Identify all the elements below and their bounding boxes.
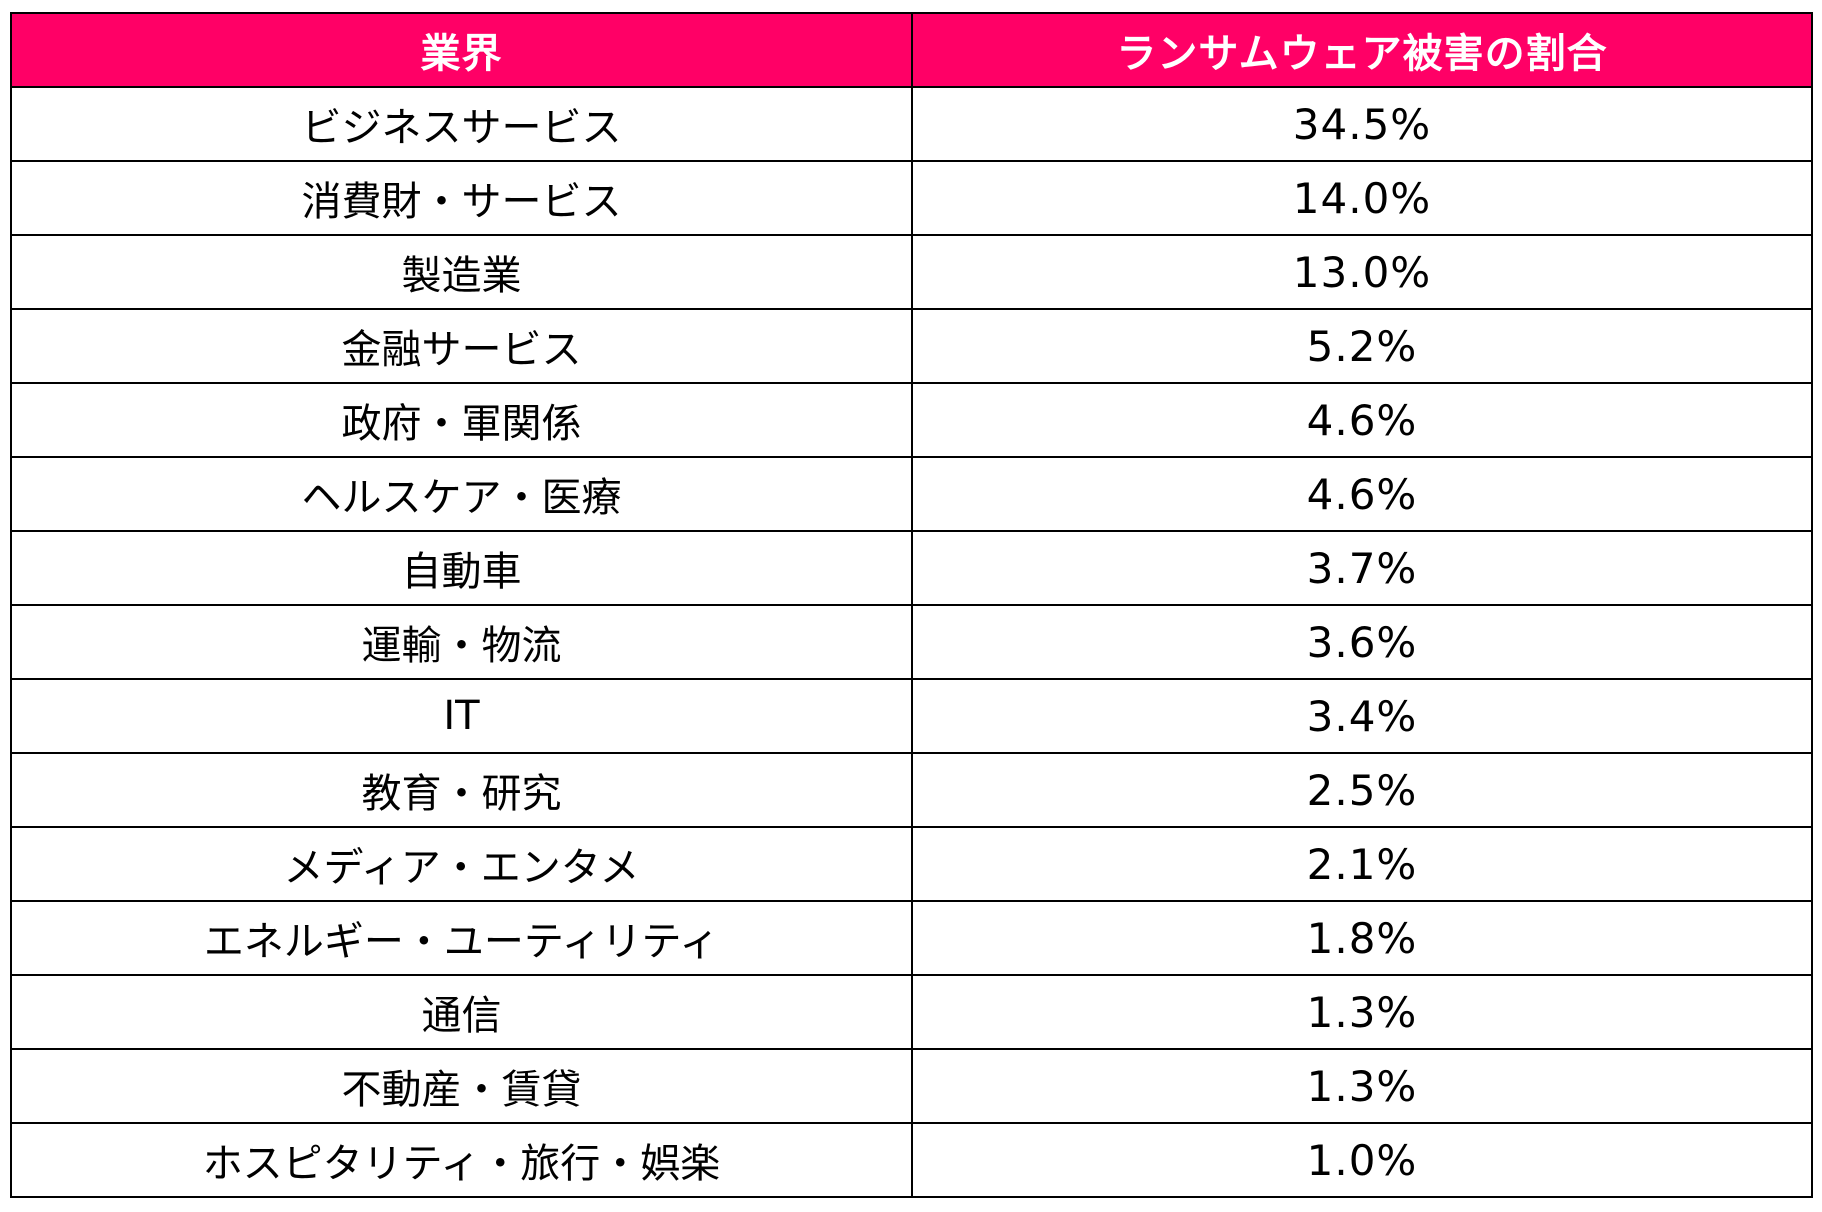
table-row: 教育・研究 2.5% (10, 752, 1813, 828)
industry-cell: 教育・研究 (10, 752, 913, 828)
share-cell: 2.5% (911, 752, 1813, 828)
table-row: ビジネスサービス 34.5% (10, 86, 1813, 162)
industry-cell: 消費財・サービス (10, 160, 913, 236)
industry-cell: 政府・軍関係 (10, 382, 913, 458)
share-cell: 14.0% (911, 160, 1813, 236)
industry-cell: IT (10, 678, 913, 754)
header-industry: 業界 (10, 12, 913, 88)
industry-cell: 自動車 (10, 530, 913, 606)
share-cell: 1.3% (911, 974, 1813, 1050)
industry-cell: 運輸・物流 (10, 604, 913, 680)
table-row: 製造業 13.0% (10, 234, 1813, 310)
industry-cell: エネルギー・ユーティリティ (10, 900, 913, 976)
table-row: 金融サービス 5.2% (10, 308, 1813, 384)
table-row: ヘルスケア・医療 4.6% (10, 456, 1813, 532)
industry-cell: 製造業 (10, 234, 913, 310)
header-ransomware-share: ランサムウェア被害の割合 (911, 12, 1813, 88)
share-cell: 4.6% (911, 382, 1813, 458)
industry-cell: ホスピタリティ・旅行・娯楽 (10, 1122, 913, 1198)
share-cell: 1.3% (911, 1048, 1813, 1124)
share-cell: 1.8% (911, 900, 1813, 976)
table-row: メディア・エンタメ 2.1% (10, 826, 1813, 902)
table-row: エネルギー・ユーティリティ 1.8% (10, 900, 1813, 976)
industry-cell: メディア・エンタメ (10, 826, 913, 902)
share-cell: 1.0% (911, 1122, 1813, 1198)
share-cell: 3.6% (911, 604, 1813, 680)
share-cell: 3.7% (911, 530, 1813, 606)
share-cell: 5.2% (911, 308, 1813, 384)
table-row: 不動産・賃貸 1.3% (10, 1048, 1813, 1124)
table-row: 政府・軍関係 4.6% (10, 382, 1813, 458)
industry-cell: 金融サービス (10, 308, 913, 384)
share-cell: 4.6% (911, 456, 1813, 532)
table-row: 運輸・物流 3.6% (10, 604, 1813, 680)
table-row: 消費財・サービス 14.0% (10, 160, 1813, 236)
share-cell: 13.0% (911, 234, 1813, 310)
table-row: 通信 1.3% (10, 974, 1813, 1050)
share-cell: 2.1% (911, 826, 1813, 902)
share-cell: 34.5% (911, 86, 1813, 162)
ransomware-industry-table: 業界 ランサムウェア被害の割合 ビジネスサービス 34.5% 消費財・サービス … (10, 12, 1813, 1198)
industry-cell: 通信 (10, 974, 913, 1050)
ransomware-industry-table-container: 業界 ランサムウェア被害の割合 ビジネスサービス 34.5% 消費財・サービス … (10, 12, 1813, 1198)
table-row: ホスピタリティ・旅行・娯楽 1.0% (10, 1122, 1813, 1198)
share-cell: 3.4% (911, 678, 1813, 754)
table-row: IT 3.4% (10, 678, 1813, 754)
industry-cell: ビジネスサービス (10, 86, 913, 162)
industry-cell: 不動産・賃貸 (10, 1048, 913, 1124)
table-header-row: 業界 ランサムウェア被害の割合 (10, 12, 1813, 88)
industry-cell: ヘルスケア・医療 (10, 456, 913, 532)
table-row: 自動車 3.7% (10, 530, 1813, 606)
